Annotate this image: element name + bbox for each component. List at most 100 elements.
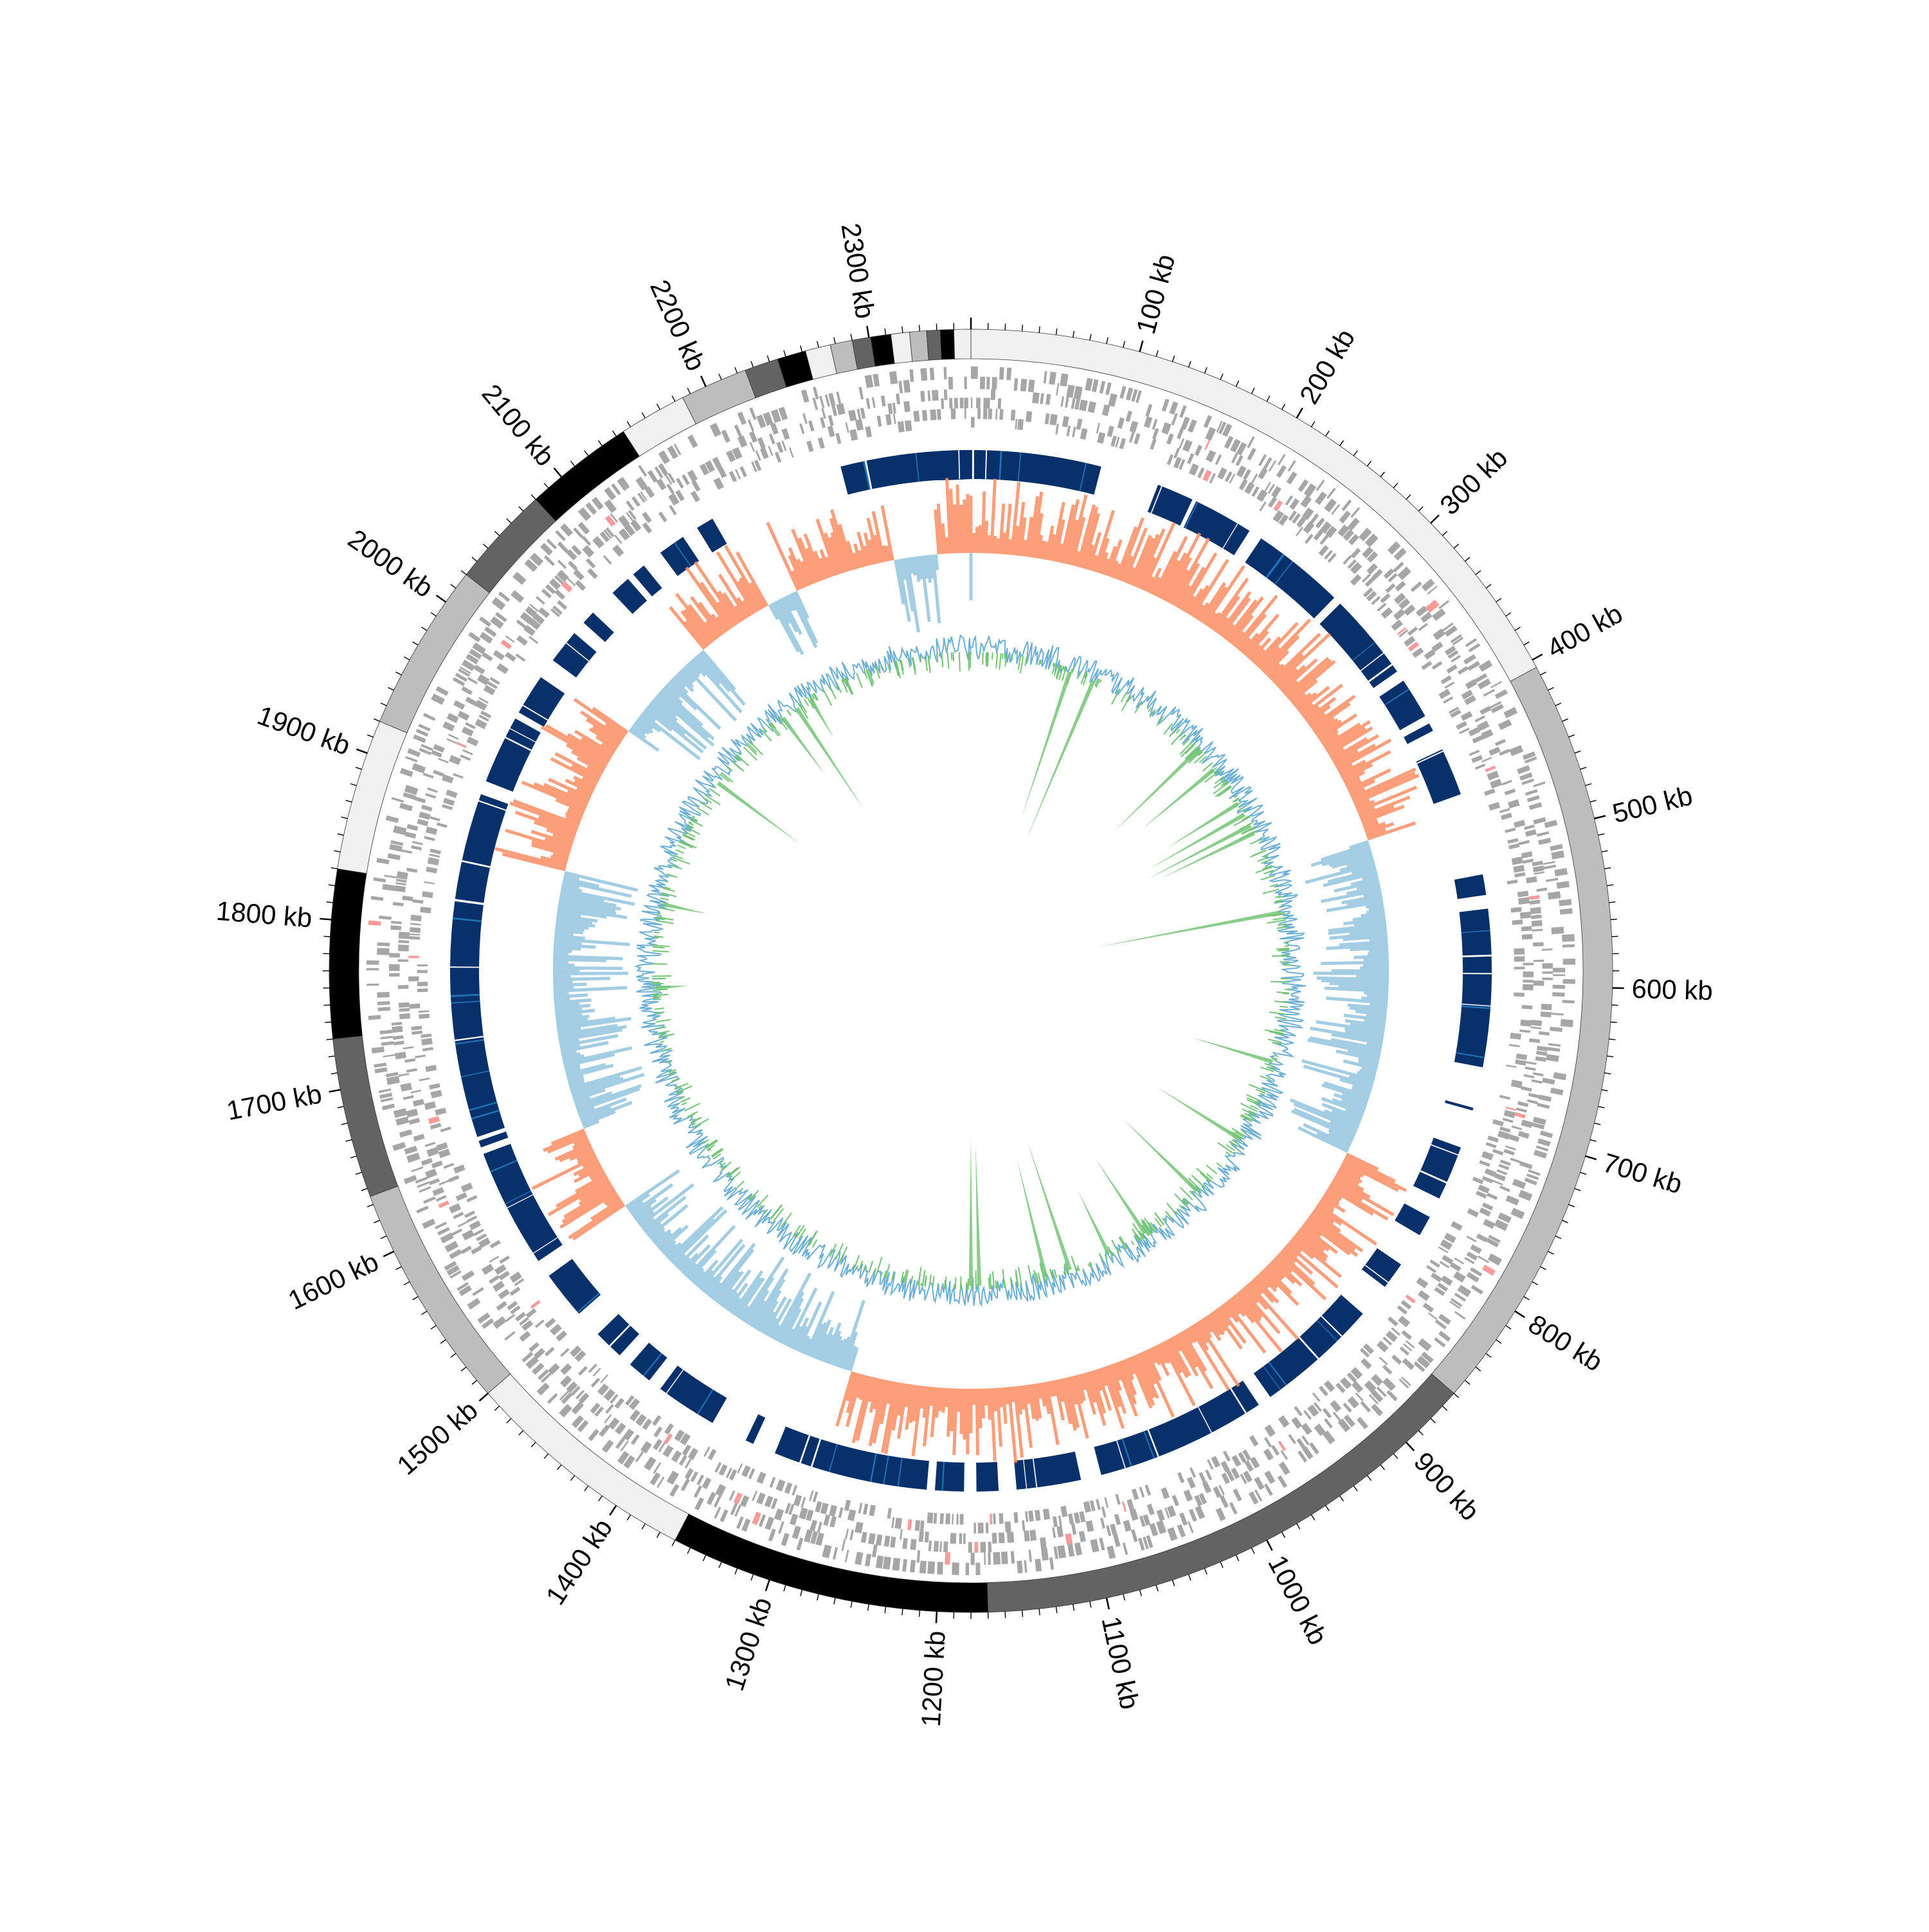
gene-feature bbox=[426, 867, 437, 873]
gene-feature bbox=[1408, 626, 1418, 635]
minor-tick bbox=[404, 1282, 410, 1285]
gene-feature bbox=[1499, 1186, 1510, 1192]
gene-feature bbox=[749, 442, 755, 452]
minor-tick bbox=[451, 584, 456, 588]
gene-feature bbox=[1147, 1504, 1155, 1515]
contig-segment-24 bbox=[954, 329, 971, 359]
gene-feature bbox=[456, 742, 467, 748]
tick-label-1500: 1500 kb bbox=[391, 1395, 483, 1481]
gene-feature bbox=[1074, 1542, 1082, 1556]
gene-feature bbox=[932, 390, 939, 401]
major-tick bbox=[356, 749, 367, 753]
gc-fill-mark bbox=[1028, 1265, 1032, 1284]
gene-feature bbox=[1485, 1168, 1496, 1177]
gene-feature bbox=[1553, 974, 1565, 976]
gene-feature bbox=[526, 1308, 537, 1318]
minor-tick bbox=[1506, 1326, 1511, 1330]
minor-tick bbox=[642, 1524, 645, 1530]
gene-feature bbox=[776, 1479, 786, 1492]
gene-feature bbox=[1479, 1160, 1490, 1166]
gene-feature bbox=[821, 408, 826, 419]
gene-feature bbox=[1542, 971, 1553, 974]
gene-feature bbox=[927, 1512, 934, 1523]
minor-tick bbox=[494, 531, 499, 536]
gene-feature bbox=[855, 1522, 864, 1533]
gene-feature bbox=[406, 1108, 419, 1117]
gene-feature bbox=[1533, 865, 1544, 872]
gene-feature bbox=[1011, 1551, 1015, 1564]
gc-fill-mark bbox=[672, 860, 676, 862]
gene-feature bbox=[1187, 1477, 1196, 1488]
gc-fill-mark bbox=[1040, 660, 1042, 664]
minor-tick bbox=[919, 1611, 920, 1617]
gene-feature bbox=[863, 1504, 868, 1515]
gene-feature bbox=[812, 397, 818, 410]
gc-fill-mark bbox=[731, 761, 744, 772]
gene-feature bbox=[424, 881, 435, 885]
tick-label-2100: 2100 kb bbox=[476, 379, 561, 472]
gene-feature bbox=[692, 480, 701, 492]
gene-feature bbox=[395, 885, 406, 892]
gene-feature bbox=[793, 1495, 802, 1506]
gene-feature bbox=[446, 790, 457, 798]
minor-tick bbox=[461, 1367, 466, 1371]
gene-feature bbox=[828, 415, 834, 426]
gene-feature bbox=[392, 1022, 403, 1026]
gene-feature bbox=[992, 1533, 997, 1544]
minor-tick bbox=[919, 325, 920, 331]
gene-feature bbox=[425, 1169, 437, 1179]
gene-feature bbox=[1418, 623, 1427, 631]
gene-feature bbox=[417, 982, 428, 986]
gene-feature bbox=[379, 1088, 392, 1093]
gene-feature bbox=[1454, 1258, 1464, 1265]
gene-feature bbox=[394, 1108, 407, 1118]
gene-feature bbox=[1469, 727, 1480, 736]
gene-feature bbox=[1393, 609, 1406, 620]
gene-feature bbox=[1513, 865, 1525, 872]
minor-tick bbox=[627, 1515, 630, 1520]
gene-feature bbox=[978, 1522, 984, 1533]
gene-feature bbox=[421, 1038, 433, 1046]
gene-feature bbox=[729, 471, 738, 482]
gene-feature bbox=[1291, 1417, 1302, 1429]
gene-feature bbox=[1278, 1476, 1287, 1488]
gene-feature bbox=[479, 617, 491, 627]
gene-feature bbox=[560, 1348, 570, 1357]
gene-feature bbox=[1371, 1404, 1383, 1416]
gene-feature bbox=[1339, 510, 1350, 523]
gene-feature bbox=[1189, 464, 1199, 476]
tick-label-1300: 1300 kb bbox=[719, 1594, 778, 1695]
gc-fill-mark bbox=[990, 1274, 991, 1289]
gene-feature bbox=[1352, 1381, 1363, 1393]
gene-feature bbox=[1300, 496, 1312, 508]
gene-feature bbox=[440, 1126, 451, 1132]
gene-feature bbox=[846, 422, 849, 433]
alignment-block bbox=[1379, 681, 1425, 730]
alignment-block bbox=[519, 677, 565, 727]
gene-feature bbox=[644, 1457, 656, 1471]
gene-feature bbox=[988, 1542, 992, 1553]
minor-tick bbox=[1442, 1406, 1447, 1411]
gc-fill-mark bbox=[948, 653, 949, 669]
gene-feature bbox=[374, 878, 386, 883]
gene-feature bbox=[1206, 450, 1216, 462]
alignment-block bbox=[660, 537, 699, 576]
gene-feature bbox=[582, 545, 594, 557]
alignment-block bbox=[630, 1342, 667, 1380]
gene-feature bbox=[1152, 419, 1158, 430]
gc-fill-mark bbox=[941, 653, 943, 667]
gc-fill-mark bbox=[937, 1283, 938, 1288]
alignment-block bbox=[1454, 874, 1487, 899]
gene-feature bbox=[642, 522, 652, 533]
gene-feature bbox=[604, 500, 617, 513]
gene-feature bbox=[1551, 851, 1564, 860]
gene-feature bbox=[1441, 1276, 1453, 1286]
gene-feature bbox=[1432, 661, 1443, 669]
gene-feature bbox=[1025, 1511, 1028, 1522]
minor-tick bbox=[1282, 1532, 1285, 1538]
gene-feature bbox=[1130, 1509, 1139, 1521]
minor-tick bbox=[687, 388, 690, 393]
gene-feature bbox=[1217, 467, 1227, 480]
